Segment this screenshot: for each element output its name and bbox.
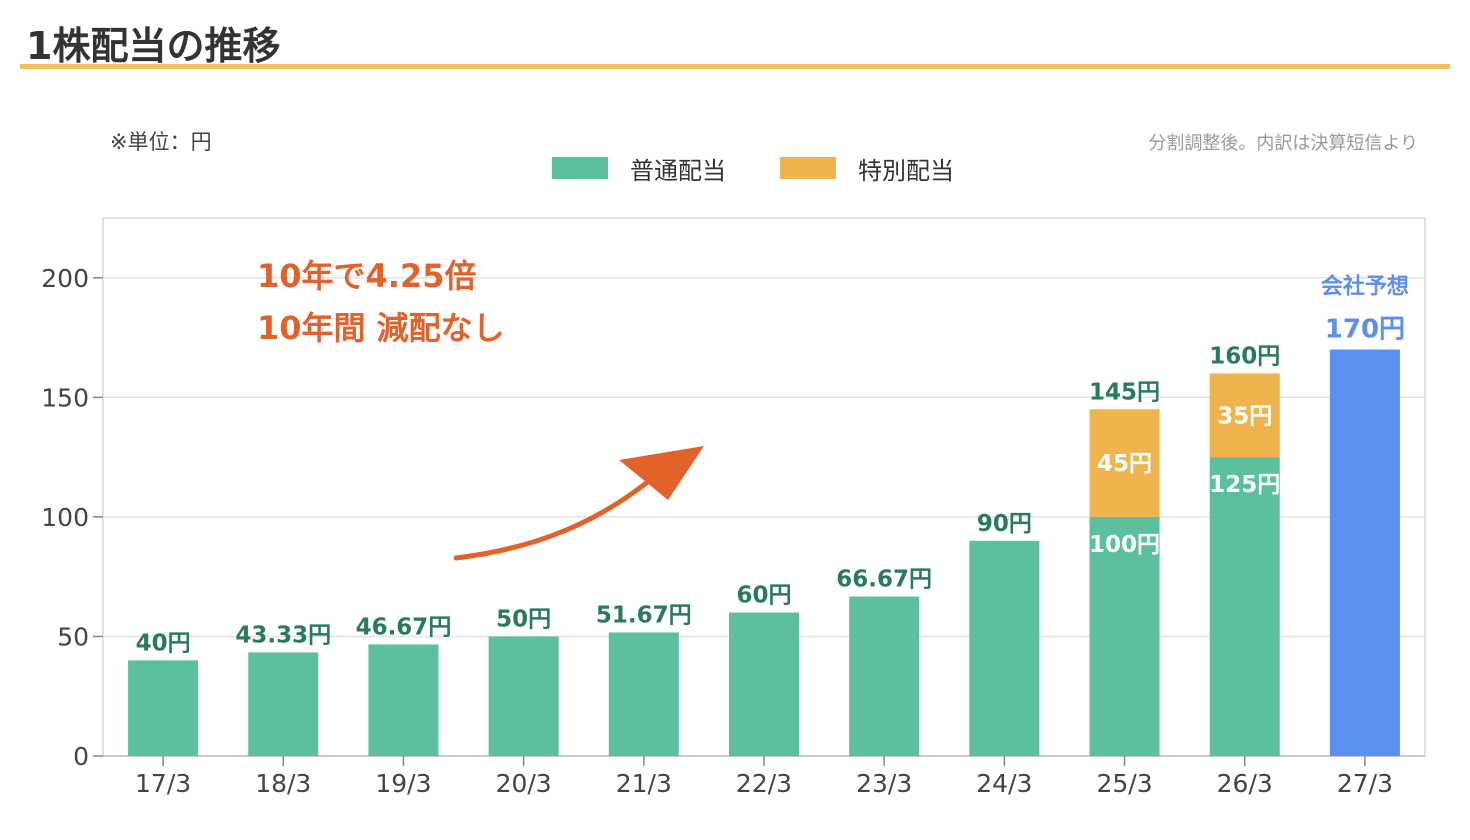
bar-forecast: [1329, 349, 1400, 756]
x-tick-label: 20/3: [496, 769, 552, 798]
data-label-total: 50円: [496, 606, 551, 632]
data-label-total: 90円: [977, 511, 1032, 537]
y-tick-label: 0: [73, 742, 89, 771]
x-tick-label: 24/3: [976, 769, 1032, 798]
legend-label-special: 特別配当: [858, 156, 954, 185]
legend-swatch-special: [780, 157, 836, 179]
x-tick-label: 26/3: [1217, 769, 1273, 798]
legend-item-special: 特別配当: [780, 151, 954, 186]
callout-line-no-cut: 10年間 減配なし: [257, 309, 505, 347]
unit-note: ※単位：円: [110, 130, 212, 154]
data-label-total: 160円: [1209, 343, 1280, 369]
bar-regular: [608, 632, 679, 756]
bar-regular: [128, 660, 199, 756]
x-tick-label: 18/3: [255, 769, 311, 798]
data-label-segment-regular: 100円: [1089, 532, 1160, 558]
y-tick-label: 150: [41, 383, 89, 412]
y-tick-label: 100: [41, 503, 89, 532]
x-tick-label: 25/3: [1096, 769, 1152, 798]
legend-swatch-regular: [552, 157, 608, 179]
bar-regular: [729, 612, 799, 756]
data-label-total: 60円: [736, 583, 791, 609]
data-label-segment-special: 45円: [1097, 451, 1152, 477]
data-label-segment-special: 35円: [1217, 403, 1272, 429]
bar-regular: [1089, 516, 1160, 756]
data-label-total: 145円: [1089, 379, 1160, 405]
legend-label-regular: 普通配当: [630, 156, 726, 185]
bar-regular: [248, 652, 319, 756]
data-label-total: 66.67円: [836, 567, 932, 593]
x-tick-label: 27/3: [1337, 769, 1393, 798]
data-label-total: 40円: [136, 630, 191, 656]
page-title: 1株配当の推移: [26, 24, 281, 68]
trend-arrow-head-icon: [619, 446, 704, 500]
bar-regular: [488, 636, 559, 756]
callout-line-growth: 10年で4.25倍: [257, 257, 477, 295]
data-label-total: 51.67円: [596, 602, 692, 628]
growth-callout: 10年で4.25倍 10年間 減配なし: [257, 250, 505, 354]
title-underline: [20, 64, 1450, 69]
y-tick-label: 200: [41, 264, 89, 293]
bar-regular: [368, 644, 439, 756]
y-tick-label: 50: [57, 622, 89, 651]
x-tick-label: 23/3: [856, 769, 912, 798]
source-note: 分割調整後。内訳は決算短信より: [1148, 133, 1418, 154]
x-tick-label: 22/3: [736, 769, 792, 798]
data-label-forecast-caption: 会社予想: [1321, 274, 1409, 300]
x-tick-label: 19/3: [375, 769, 431, 798]
bar-regular: [969, 540, 1040, 756]
data-label-total: 46.67円: [356, 614, 452, 640]
data-label-total: 43.33円: [235, 622, 331, 648]
chart-legend: 普通配当 特別配当: [552, 150, 1008, 186]
x-tick-label: 17/3: [135, 769, 191, 798]
x-tick-label: 21/3: [616, 769, 672, 798]
bar-special: [1209, 373, 1280, 458]
legend-item-regular: 普通配当: [552, 151, 726, 186]
bar-regular: [1209, 457, 1280, 756]
bar-special: [1089, 409, 1160, 517]
data-label-segment-regular: 125円: [1209, 472, 1280, 498]
trend-arrow-shaft: [453, 477, 653, 561]
data-label-forecast-value: 170円: [1325, 315, 1405, 345]
bar-regular: [849, 596, 920, 756]
